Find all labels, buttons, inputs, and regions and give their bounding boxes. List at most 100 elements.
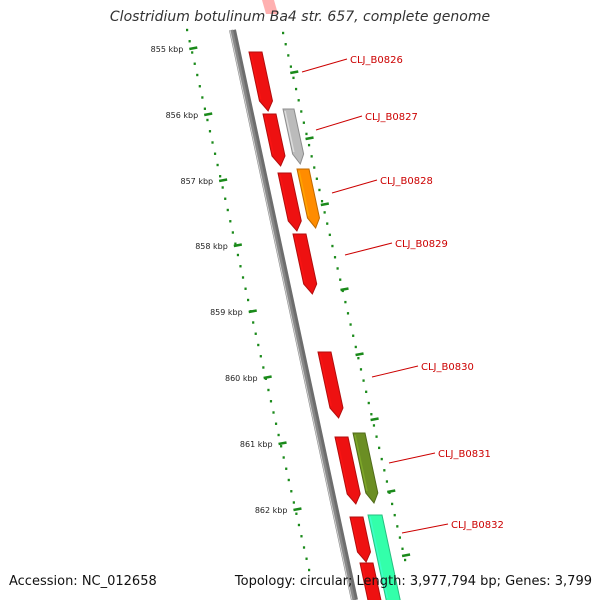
ruler-dot	[213, 152, 217, 155]
scale-tick	[189, 46, 198, 51]
scale-tick	[203, 112, 213, 117]
gene-arrow-CLJ_B0832-highlight	[369, 516, 389, 599]
ruler-dot	[326, 222, 329, 225]
gene-arrow-CLJ_B0829-highlight	[294, 235, 306, 283]
scale-tick-right	[320, 202, 330, 207]
ruler-dot	[259, 355, 262, 358]
ruler-dot	[352, 334, 355, 337]
scale-tick-label: 858 kbp	[195, 242, 228, 251]
scale-tick	[278, 441, 287, 446]
gene-leader-line	[371, 365, 419, 378]
gene-arrow-CLJ_B0831-neighbor	[334, 436, 361, 505]
ruler-dot	[315, 177, 318, 180]
ruler-dot	[262, 366, 265, 369]
accession-text: Accession: NC_012658	[9, 574, 157, 589]
ruler-dot	[282, 31, 285, 35]
ruler-dot	[339, 278, 342, 281]
gene-leader-line	[388, 452, 436, 464]
ruler-dot	[290, 490, 293, 493]
ruler-dot	[333, 256, 337, 259]
scale-tick-right	[290, 70, 299, 75]
backbone-line	[229, 29, 355, 601]
ruler-dot	[252, 321, 255, 324]
ruler-dot	[284, 43, 287, 46]
gene-label: CLJ_B0826	[350, 55, 403, 66]
ruler-dot	[269, 400, 273, 403]
ruler-dot	[307, 143, 311, 147]
ruler-dot	[300, 110, 303, 113]
gene-arrow-CLJ_B0829	[292, 233, 318, 295]
ruler-dot	[344, 300, 347, 304]
gene-label: CLJ_B0831	[438, 449, 491, 460]
ruler-dot	[346, 312, 350, 315]
gene-arrow-CLJ_B0832-neighbor-highlight	[351, 518, 360, 551]
ruler-dot	[196, 73, 199, 77]
ruler-dot	[287, 478, 290, 482]
ruler-dot	[201, 96, 204, 99]
ruler-dot	[287, 54, 290, 57]
scale-tick-right	[305, 136, 314, 141]
ruler-dot	[231, 231, 234, 234]
gene-leader-line	[315, 115, 363, 131]
ruler-dot	[362, 379, 365, 382]
ruler-dot	[289, 65, 292, 68]
ruler-dot	[396, 525, 399, 528]
scale-tick-label: 862 kbp	[255, 506, 288, 515]
ruler-dot	[308, 568, 311, 572]
ruler-dot	[282, 456, 285, 459]
gene-arrow-CLJ_B0826-highlight	[250, 53, 262, 100]
ruler-dot	[365, 390, 368, 394]
gene-arrow-CLJ_B0828-neighbor-highlight	[279, 174, 291, 220]
ruler-dot	[226, 208, 229, 212]
ruler-dot	[380, 457, 383, 461]
gene-label: CLJ_B0828	[380, 176, 433, 187]
ruler-dot	[221, 186, 224, 189]
scale-tick-right	[387, 489, 396, 494]
gene-arrow-CLJ_B0828-highlight	[298, 170, 310, 217]
gene-leader-line	[344, 242, 393, 256]
gene-arrow-CLJ_B0831-neighbor-highlight	[336, 438, 350, 493]
gene-arrow-CLJ_B0831-highlight	[354, 434, 368, 492]
gene-leader-line	[331, 179, 378, 194]
ruler-dot	[341, 289, 344, 293]
ruler-dot	[193, 62, 196, 65]
ruler-dot	[305, 132, 308, 136]
scale-tick-label: 855 kbp	[151, 45, 184, 54]
ruler-dot	[295, 512, 298, 515]
scale-tick	[218, 178, 228, 183]
gene-arrow-CLJ_B0832	[367, 514, 401, 604]
ruler-dot	[280, 445, 283, 448]
ruler-dot	[305, 557, 308, 560]
ruler-dot	[236, 253, 240, 257]
scale-tick-label: 860 kbp	[225, 374, 258, 383]
scale-tick	[248, 309, 257, 314]
gene-label: CLJ_B0830	[421, 362, 474, 373]
ruler-dot	[241, 276, 245, 279]
ruler-dot	[359, 368, 363, 371]
ruler-dot	[219, 175, 222, 178]
gene-arrow-CLJ_B0828	[296, 168, 321, 229]
ruler-dot	[302, 546, 306, 549]
ruler-dot	[375, 435, 378, 438]
ruler-dot	[191, 51, 194, 54]
ruler-dot	[203, 107, 206, 110]
scale-tick-label: 857 kbp	[181, 177, 214, 186]
ruler-dot	[297, 99, 300, 102]
ruler-dot	[367, 401, 370, 405]
gene-label: CLJ_B0829	[395, 239, 448, 250]
ruler-dot	[370, 413, 373, 416]
ruler-dot	[198, 85, 201, 88]
gene-arrow-CLJ_B0832-neighbor	[349, 516, 372, 563]
scale-ruler-right	[282, 31, 407, 562]
ruler-dot	[310, 155, 313, 158]
ruler-dot	[244, 287, 247, 290]
ruler-dot	[294, 87, 298, 91]
ruler-dot	[320, 199, 324, 203]
ruler-dot	[267, 388, 270, 392]
scale-tick-label: 861 kbp	[240, 440, 273, 449]
scale-tick	[293, 507, 302, 512]
gene-arrow-CLJ_B0827-neighbor	[262, 113, 286, 167]
ruler-dot	[401, 547, 404, 550]
